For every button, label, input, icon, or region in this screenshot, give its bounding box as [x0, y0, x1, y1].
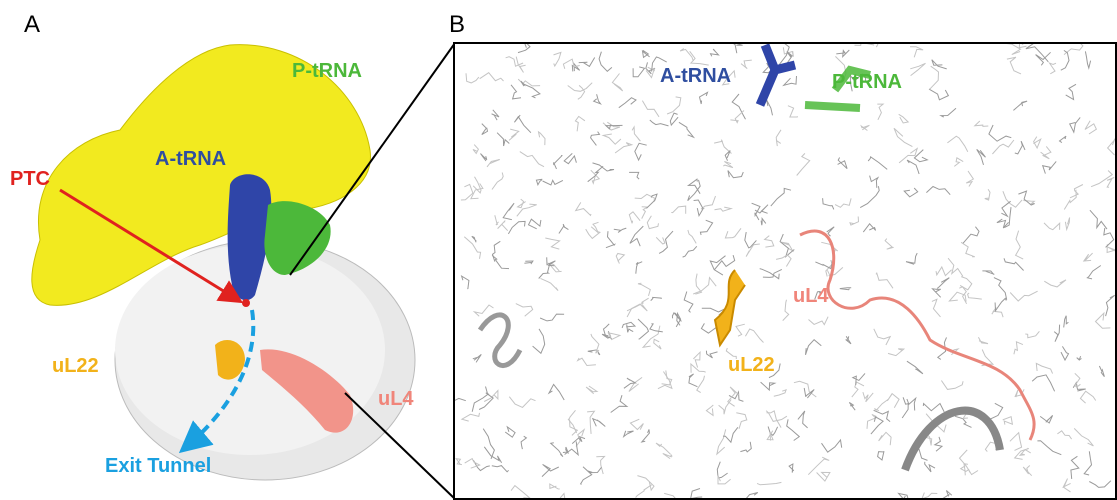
ptc-point — [242, 299, 250, 307]
ul22-label: uL22 — [728, 354, 775, 376]
ptc-label: PTC — [10, 168, 50, 190]
panel-label: B — [449, 11, 465, 38]
atomic-model — [444, 30, 1117, 500]
panel-label: A — [24, 11, 40, 38]
ul22-label: uL22 — [52, 355, 99, 377]
figure: A B P-tRNA A-tRNA PTC uL22 uL4 Exit Tunn… — [0, 0, 1117, 500]
ul4-label: uL4 — [378, 388, 414, 410]
ul4-label: uL4 — [793, 285, 829, 307]
p-trna-label: P-tRNA — [832, 71, 902, 93]
a-trna-label: A-tRNA — [155, 148, 226, 170]
p-trna-label: P-tRNA — [292, 60, 362, 82]
ribosome-render — [32, 45, 415, 480]
a-trna-label: A-tRNA — [660, 65, 731, 87]
panel-b-background — [454, 43, 1117, 500]
exit-tunnel-label: Exit Tunnel — [105, 455, 211, 477]
